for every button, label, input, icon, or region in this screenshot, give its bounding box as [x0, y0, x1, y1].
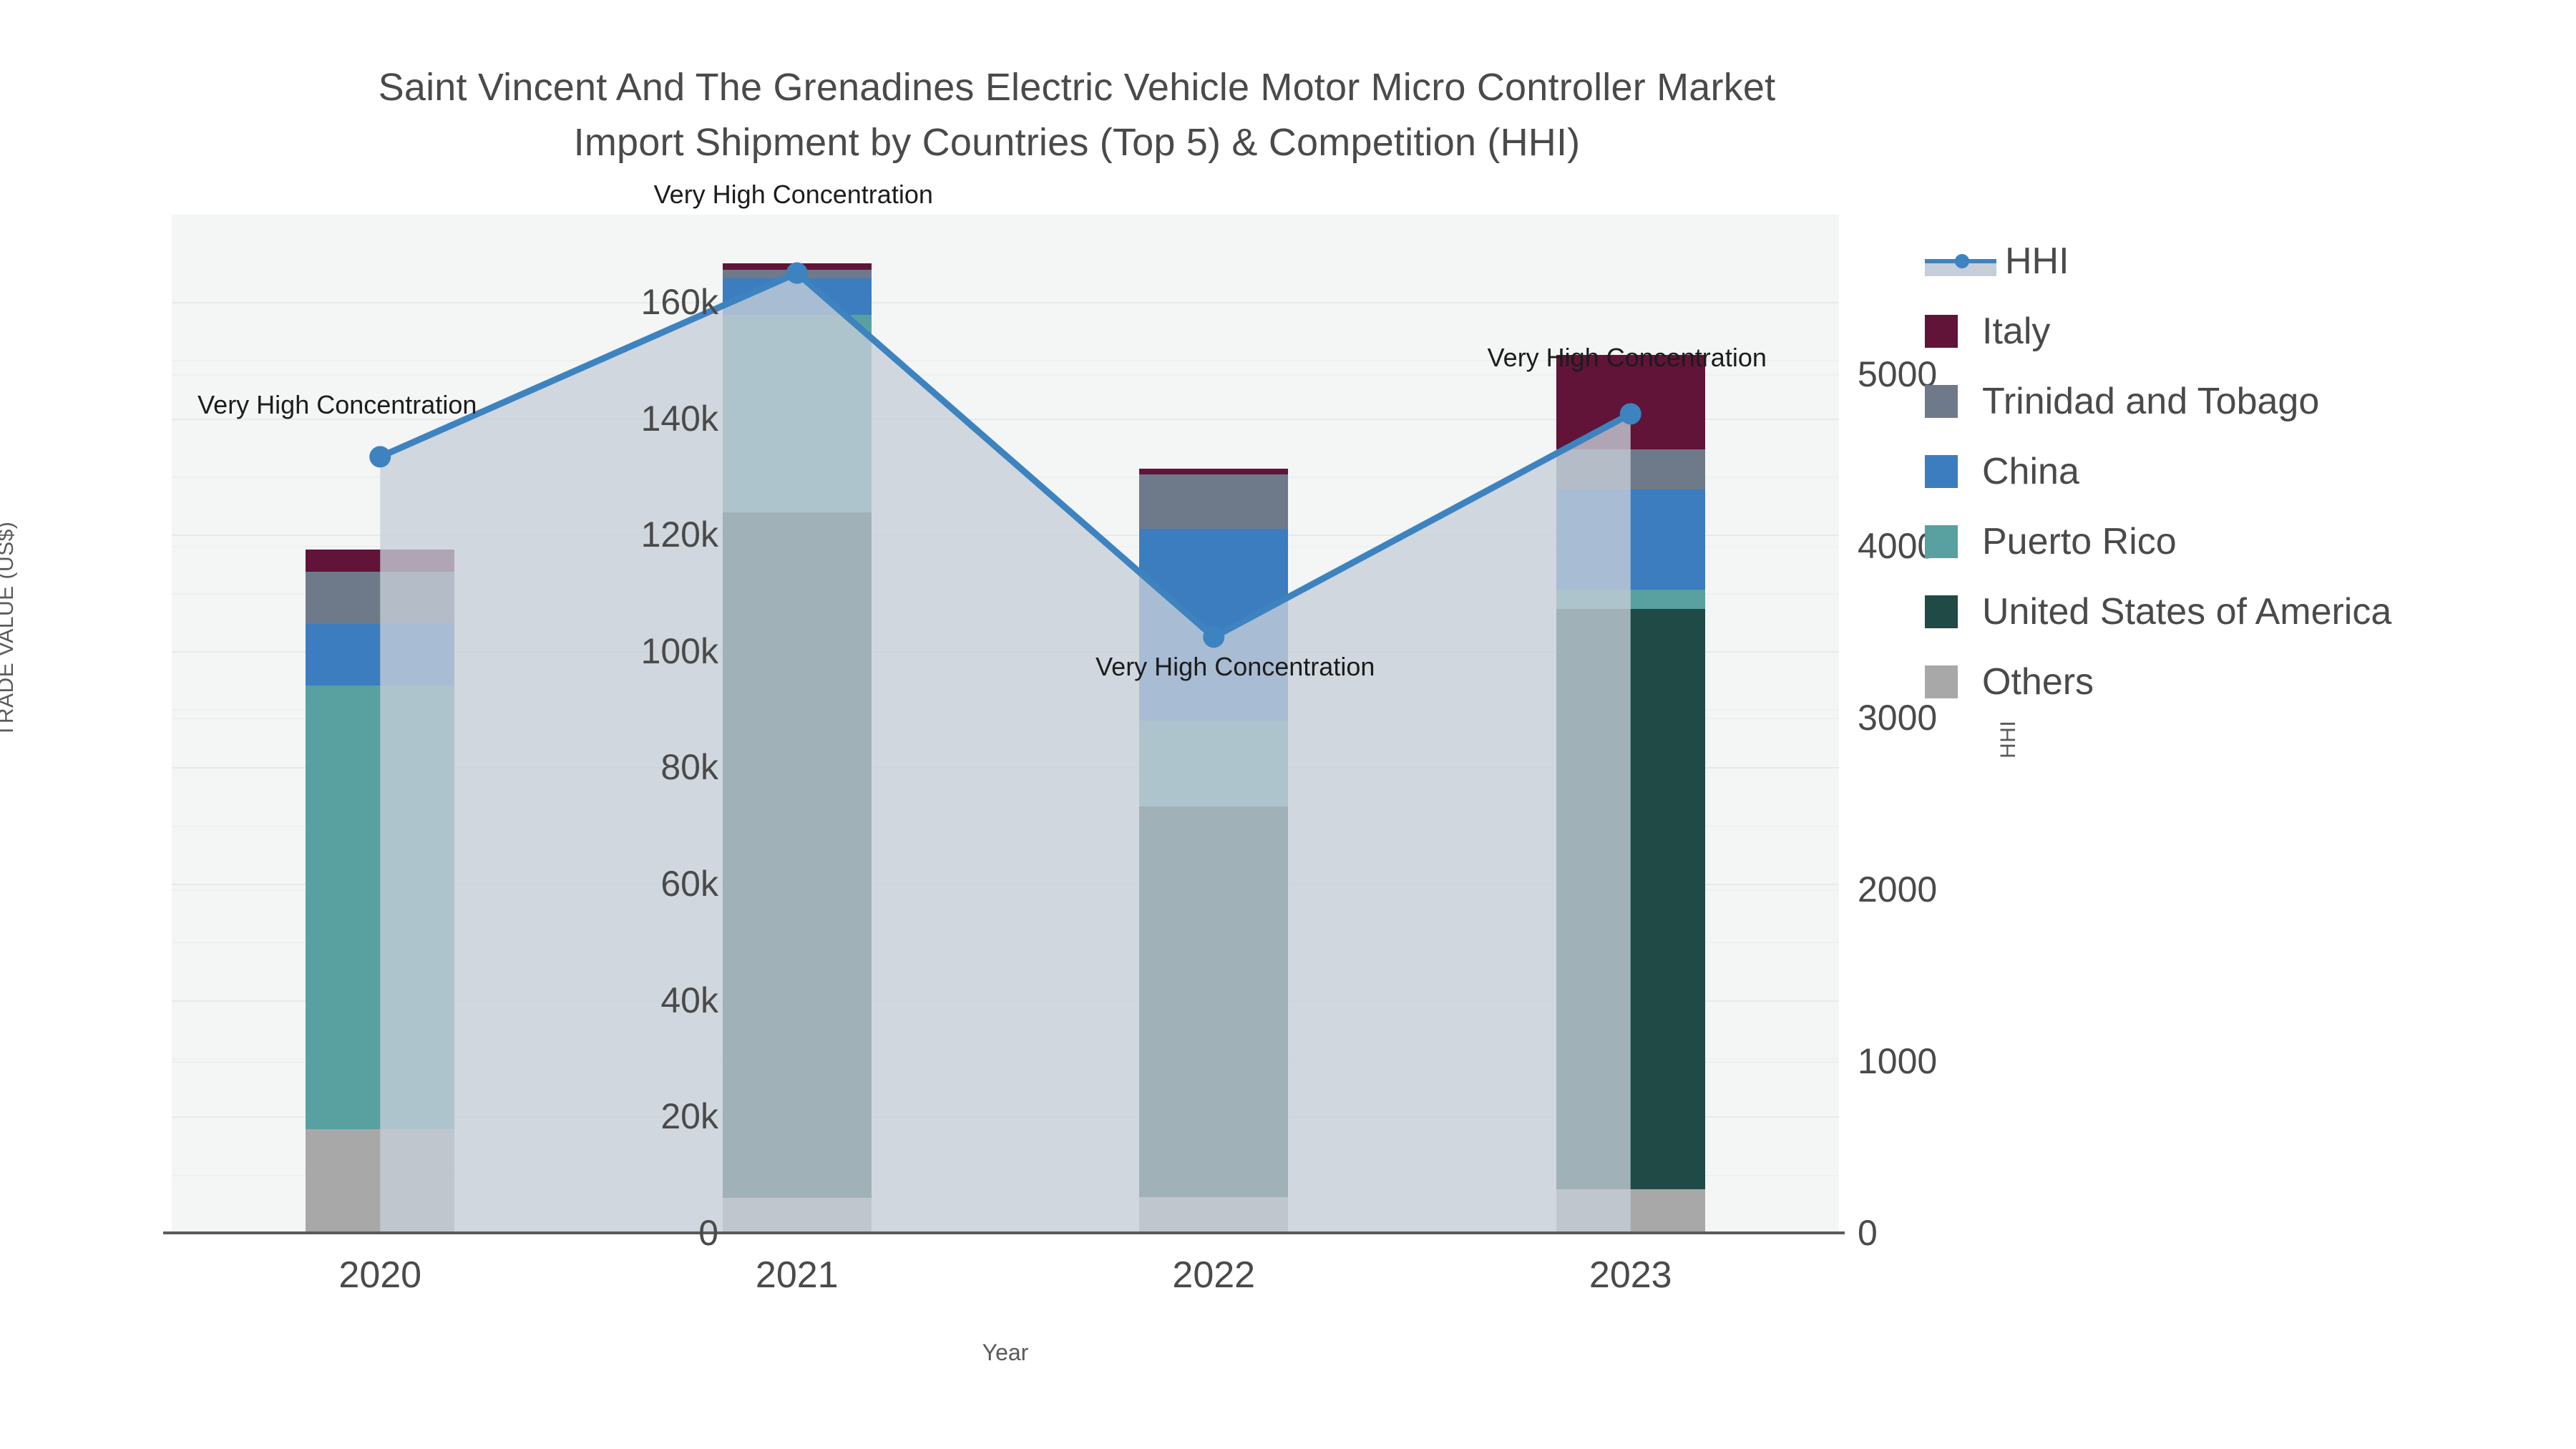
legend-item-label: United States of America — [1982, 591, 2392, 633]
bar-segment[interactable] — [306, 685, 455, 1130]
y-axis-left-tick: 40k — [660, 980, 718, 1020]
legend-swatch-icon — [1925, 595, 1958, 628]
bar-segment[interactable] — [1139, 721, 1289, 806]
y-axis-left-tick: 0 — [698, 1213, 718, 1253]
bar-segment[interactable] — [722, 314, 872, 513]
legend-item-label: Trinidad and Tobago — [1982, 381, 2320, 422]
legend-item[interactable]: Others — [1925, 657, 2555, 707]
legend-swatch-icon — [1925, 665, 1958, 698]
bar-segment[interactable] — [1139, 529, 1289, 721]
bar-segment[interactable] — [306, 550, 455, 572]
bar-segment[interactable] — [1556, 590, 1705, 610]
hhi-line-icon — [1925, 245, 1996, 278]
bar-segment[interactable] — [1139, 474, 1289, 530]
bar-segment[interactable] — [1556, 449, 1705, 489]
annotation-very-high-concentration: Very High Concentration — [1487, 343, 1767, 373]
legend-swatch-icon — [1925, 385, 1958, 418]
chart-title-line1: Saint Vincent And The Grenadines Electri… — [378, 66, 1776, 109]
bar-segment[interactable] — [1139, 1197, 1289, 1233]
y-axis-right-tick: 2000 — [1858, 869, 1938, 910]
y-axis-left-tick: 20k — [660, 1096, 718, 1137]
annotation-very-high-concentration: Very High Concentration — [1096, 652, 1375, 682]
chart-title: Saint Vincent And The Grenadines Electri… — [0, 60, 2154, 170]
legend-item[interactable]: United States of America — [1925, 587, 2555, 637]
y-axis-right-tick: 5000 — [1858, 354, 1938, 395]
chart-legend: HHI Italy Trinidad and Tobago China Puerto R… — [1925, 236, 2555, 727]
bar-2021[interactable] — [722, 215, 872, 1233]
y-axis-left-tick: 140k — [640, 398, 718, 439]
legend-item-label: Italy — [1982, 311, 2051, 352]
y-axis-right-tick: 1000 — [1858, 1041, 1938, 1082]
y-axis-left-tick: 100k — [640, 630, 718, 671]
bar-segment[interactable] — [1556, 489, 1705, 590]
legend-item[interactable]: Italy — [1925, 306, 2555, 356]
y-axis-right-tick: 3000 — [1858, 698, 1938, 738]
bar-segment[interactable] — [1139, 468, 1289, 474]
y-axis-left-tick: 160k — [640, 281, 718, 322]
y-axis-right-tick: 4000 — [1858, 526, 1938, 567]
legend-item[interactable]: Trinidad and Tobago — [1925, 376, 2555, 426]
x-axis-tick-2020: 2020 — [338, 1254, 422, 1296]
legend-item-label: Others — [1982, 661, 2094, 703]
legend-swatch-icon — [1925, 455, 1958, 488]
bar-segment[interactable] — [722, 1198, 872, 1233]
legend-swatch-icon — [1925, 315, 1958, 348]
bar-segment[interactable] — [306, 623, 455, 686]
legend-item[interactable]: HHI — [1925, 236, 2555, 286]
annotation-very-high-concentration: Very High Concentration — [653, 179, 933, 209]
bar-2020[interactable] — [306, 215, 455, 1233]
bar-segment[interactable] — [306, 1129, 455, 1233]
legend-item[interactable]: China — [1925, 447, 2555, 497]
x-axis-tick-2022: 2022 — [1172, 1254, 1256, 1296]
y-axis-left-label: TRADE VALUE (US$) — [0, 521, 18, 737]
bar-segment[interactable] — [1139, 806, 1289, 1198]
y-axis-left-tick: 120k — [640, 514, 718, 555]
legend-item[interactable]: Puerto Rico — [1925, 517, 2555, 567]
legend-swatch-icon — [1925, 525, 1958, 558]
annotation-very-high-concentration: Very High Concentration — [197, 390, 477, 420]
bar-segment[interactable] — [306, 572, 455, 624]
y-axis-right-tick: 0 — [1858, 1213, 1878, 1253]
bar-segment[interactable] — [722, 263, 872, 270]
x-axis-baseline — [163, 1231, 1845, 1234]
y-axis-left-tick: 60k — [660, 864, 718, 904]
bar-segment[interactable] — [722, 278, 872, 315]
bar-segment[interactable] — [722, 270, 872, 279]
x-axis-label: Year — [982, 1340, 1029, 1365]
legend-item-label: HHI — [2005, 240, 2069, 282]
x-axis-tick-2021: 2021 — [755, 1254, 839, 1296]
bar-segment[interactable] — [1556, 609, 1705, 1190]
chart-title-line2: Import Shipment by Countries (Top 5) & C… — [573, 120, 1581, 164]
bar-2022[interactable] — [1139, 215, 1289, 1233]
y-axis-left-tick: 80k — [660, 747, 718, 788]
bar-segment[interactable] — [1556, 1189, 1705, 1233]
x-axis-tick-2023: 2023 — [1589, 1254, 1672, 1296]
legend-item-label: China — [1982, 451, 2079, 492]
legend-item-label: Puerto Rico — [1982, 521, 2177, 562]
bar-segment[interactable] — [722, 512, 872, 1199]
